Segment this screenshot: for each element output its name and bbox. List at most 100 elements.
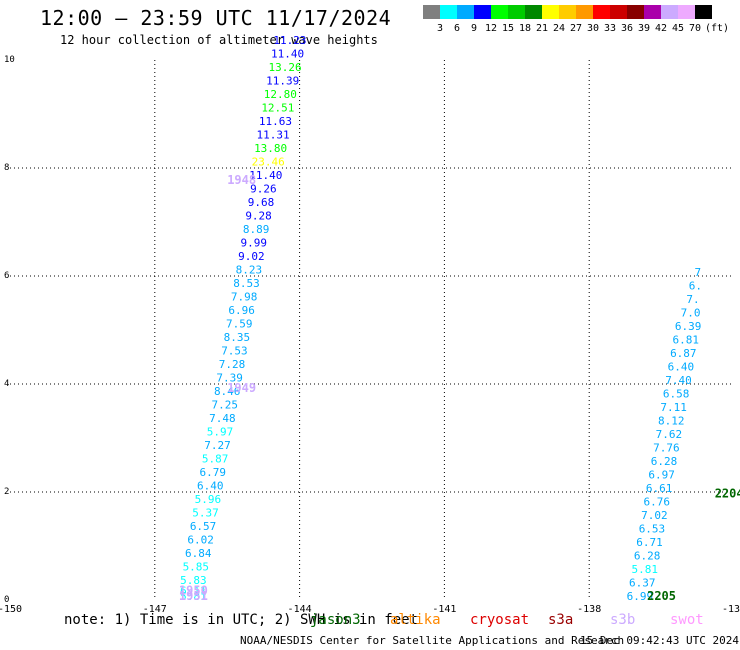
footer-note: note: 1) Time is in UTC; 2) SWH is in fe… [64, 612, 419, 628]
color-scale-label: 42 [655, 23, 668, 34]
wave-height-point: 5.87 [202, 452, 229, 465]
wave-height-point: 11.40 [271, 47, 304, 60]
wave-height-point: 6.39 [675, 320, 702, 333]
color-scale-label: 30 [587, 23, 600, 34]
wave-height-point: 6.76 [644, 496, 671, 509]
wave-height-point: 6. [689, 280, 702, 293]
wave-height-point: 5.81 [180, 590, 207, 603]
wave-height-point: 6.28 [634, 550, 661, 563]
color-scale-swatch [423, 5, 440, 19]
wave-height-point: 5.85 [183, 560, 210, 573]
wave-height-point: 7.76 [653, 442, 680, 455]
wave-height-point: 5.37 [192, 506, 219, 519]
color-scale-swatch [542, 5, 559, 19]
color-scale-label: 9 [471, 23, 478, 34]
color-scale-label: 36 [621, 23, 634, 34]
wave-height-point: 7.39 [216, 371, 243, 384]
wave-height-point: 5.81 [631, 563, 658, 576]
wave-height-point: 8.89 [243, 223, 270, 236]
wave-height-point: 6.57 [190, 520, 217, 533]
time-label: 1948 [227, 173, 256, 187]
wave-height-point: 8.53 [233, 277, 260, 290]
wave-height-point: 6.02 [187, 533, 214, 546]
wave-height-point: 6.11 [180, 585, 207, 598]
wave-height-point: 9.68 [248, 196, 275, 209]
satellite-label-s3a: s3a [548, 612, 574, 628]
wave-height-point: 6.28 [651, 455, 678, 468]
color-scale-unit: (ft) [705, 23, 730, 34]
color-scale-label: 21 [536, 23, 549, 34]
color-scale-label: 12 [485, 23, 498, 34]
color-scale-label: 27 [570, 23, 583, 34]
color-scale-swatch [474, 5, 491, 19]
wave-height-point: 13.26 [269, 61, 302, 74]
time-label: 2204 [715, 486, 740, 500]
satellite-label-s3b: s3b [610, 612, 636, 628]
color-scale-swatch [491, 5, 508, 19]
color-scale-label: 15 [502, 23, 515, 34]
wave-height-point: 6.61 [646, 482, 673, 495]
wave-height-point: 7.53 [221, 344, 248, 357]
wave-height-point: 7.28 [219, 358, 246, 371]
wave-height-point: 13.80 [254, 142, 287, 155]
y-tick-label: 6 [4, 271, 9, 281]
wave-height-point: 9.28 [245, 209, 272, 222]
wave-height-point: 9.26 [250, 182, 277, 195]
color-scale-swatch [559, 5, 576, 19]
wave-height-point: 6.99 [627, 590, 654, 603]
wave-height-point: 6.40 [668, 361, 695, 374]
wave-height-point: 12.80 [264, 88, 297, 101]
wave-height-point: 8.35 [224, 331, 251, 344]
x-tick-label: -150 [0, 604, 22, 615]
wave-height-point: 7.40 [665, 374, 692, 387]
page-subtitle: 12 hour collection of altimeter wave hei… [60, 33, 378, 47]
wave-height-point: 8.23 [236, 263, 263, 276]
color-scale-label: 3 [437, 23, 444, 34]
wave-height-point: 7.98 [231, 290, 258, 303]
wave-height-point: 11.39 [266, 74, 299, 87]
color-scale-label: 33 [604, 23, 617, 34]
color-scale-label: 70 [689, 23, 702, 34]
wave-height-point: 6.84 [185, 547, 212, 560]
color-scale-label: 6 [454, 23, 461, 34]
wave-height-point: 7.27 [204, 439, 231, 452]
satellite-label-swot: swot [670, 612, 704, 628]
wave-height-point: 7.02 [641, 509, 668, 522]
wave-height-point: 5.97 [207, 425, 234, 438]
y-tick-label: 8 [4, 163, 9, 173]
wave-height-point: 7. [686, 293, 699, 306]
x-tick-label: -144 [288, 604, 312, 615]
wave-height-point: 7.0 [681, 307, 701, 320]
y-tick-label: 0 [4, 595, 9, 605]
page-title: 12:00 – 23:59 UTC 11/17/2024 [40, 6, 392, 30]
color-scale-swatch [457, 5, 474, 19]
footer-timestamp: 15 Dec 09:42:43 UTC 2024 [580, 634, 739, 647]
wave-height-point: 12.51 [261, 101, 294, 114]
time-label: 2205 [647, 589, 676, 603]
color-scale-swatch [508, 5, 525, 19]
wave-height-point: 5.96 [195, 493, 222, 506]
wave-height-point: 7.48 [209, 412, 236, 425]
color-scale-swatch [440, 5, 457, 19]
time-label: 1950 [179, 584, 208, 598]
y-tick-label: 4 [4, 379, 9, 389]
wave-height-point: 8.46 [214, 385, 241, 398]
color-scale-swatch [695, 5, 712, 19]
wave-height-point: 5.83 [180, 574, 207, 587]
wave-height-point: 7.59 [226, 317, 253, 330]
y-tick-label: 2 [4, 487, 9, 497]
wave-height-point: 6.97 [648, 469, 675, 482]
wave-height-point: 11.63 [259, 115, 292, 128]
color-scale-label: 39 [638, 23, 651, 34]
satellite-label-cryosat: cryosat [470, 612, 530, 628]
wave-height-point: 7.11 [660, 401, 687, 414]
x-tick-label: -138 [577, 604, 601, 615]
wave-height-point: 7 [694, 266, 701, 279]
y-tick-label: 10 [4, 55, 15, 65]
wave-height-point: 6.79 [199, 466, 226, 479]
wave-height-point: 11.31 [256, 128, 289, 141]
wave-height-point: 11.23 [273, 34, 306, 47]
color-scale-swatch [678, 5, 695, 19]
